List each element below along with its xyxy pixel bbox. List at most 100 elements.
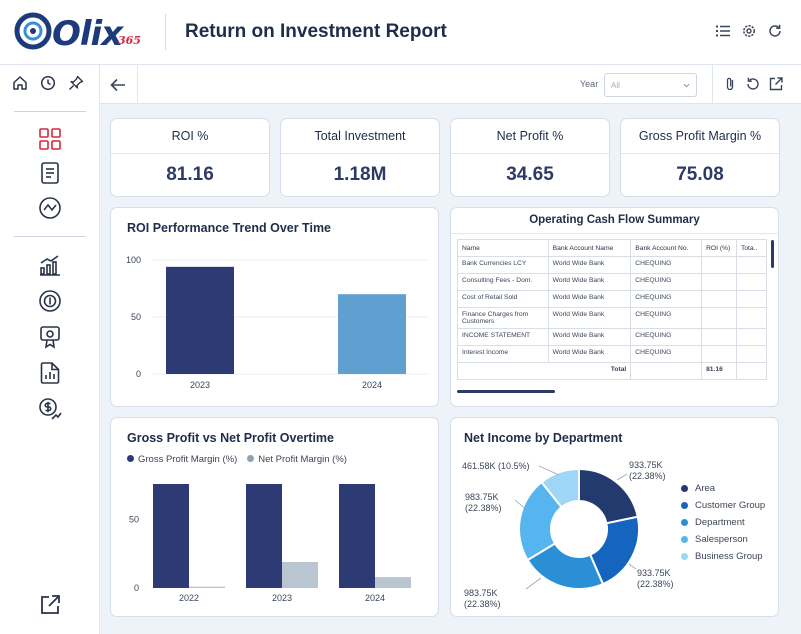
leader-line [616,473,628,481]
legend-label: Gross Profit Margin (%) [138,454,238,465]
table-row[interactable]: Interest Income World Wide Bank CHEQUING [457,345,767,363]
table-cell: Consulting Fees - Dom. [457,273,549,291]
logo: Olix 365 [14,10,144,54]
table-cell [736,256,767,274]
legend-label: Area [695,483,716,494]
chart-legend: Gross Profit Margin (%) Net Profit Margi… [127,454,347,465]
legend-item[interactable]: Department [681,514,765,531]
table-cell [701,290,737,308]
column-header[interactable]: Name [457,239,549,257]
net-profit-bar[interactable] [189,586,225,588]
paperclip-icon[interactable] [722,76,738,92]
legend-item[interactable]: Salesperson [681,531,765,548]
table-row[interactable]: INCOME STATEMENT World Wide Bank CHEQUING [457,328,767,346]
leader-line [538,465,560,476]
dashboard-icon[interactable] [38,127,62,151]
total-roi-value: 81.16 [701,362,737,380]
slice-value-label: 933.75K [637,568,671,578]
toolbar-divider [137,65,138,104]
table-cell: CHEQUING [630,328,703,346]
legend-label: Customer Group [695,500,766,511]
column-header[interactable]: ROI (%) [701,239,737,257]
chart-title: Net Income by Department [464,431,623,445]
toolbar: Year All [100,65,801,104]
reset-icon[interactable] [745,76,761,92]
table-cell [701,328,737,346]
table-row[interactable]: Consulting Fees - Dom. World Wide Bank CHE… [457,273,767,291]
chart-title: ROI Performance Trend Over Time [127,221,332,235]
kpi-card-total-investment: Total Investment 1.18M [280,118,440,197]
gross-profit-bar[interactable] [339,484,375,588]
clock-icon[interactable] [40,75,56,91]
table-row[interactable]: Bank Currencies LCY World Wide Bank CHEQUI… [457,256,767,274]
external-link-icon[interactable] [38,593,62,617]
leader-line [628,563,637,570]
x-tick-label: 2024 [365,593,385,603]
slice-percent-label: (22.38%) [629,471,666,481]
legend-item[interactable]: Net Profit Margin (%) [247,454,347,465]
pin-icon[interactable] [68,75,84,91]
legend-item[interactable]: Customer Group [681,497,765,514]
slice-label: 461.58K (10.5%) [462,461,530,471]
bar[interactable] [166,266,234,374]
gross-vs-net-chart: 50 0 2022 2023 2024 [129,484,411,603]
open-external-icon[interactable] [768,76,784,92]
total-label: Total [456,362,632,380]
legend-label: Net Profit Margin (%) [258,454,347,465]
kpi-value: 34.65 [506,164,554,185]
legend-label: Salesperson [695,534,748,545]
x-tick-label: 2024 [362,380,382,390]
dollar-cycle-icon[interactable] [38,289,62,313]
growth-chart-icon[interactable] [38,253,62,277]
kpi-label: ROI % [111,119,269,154]
app-header: Olix 365 Return on Investment Report [0,0,801,65]
award-certificate-icon[interactable] [38,325,62,349]
column-header[interactable]: Tota.. [736,239,767,257]
refresh-icon[interactable] [767,23,783,39]
gross-profit-bar[interactable] [246,484,282,588]
slice-value-label: 983.75K [465,492,499,502]
home-icon[interactable] [12,75,28,91]
analytics-report-icon[interactable] [38,361,62,385]
leader-line [525,577,542,590]
net-profit-bar[interactable] [282,562,318,588]
year-filter-label: Year [580,79,599,89]
gear-icon[interactable] [741,23,757,39]
table-cell [736,290,767,308]
table-cell [701,345,737,363]
trend-circle-icon[interactable] [38,196,62,220]
list-icon[interactable] [715,23,731,39]
table-title: Operating Cash Flow Summary [529,214,700,226]
table-cell [736,273,767,291]
back-arrow-icon[interactable] [108,75,128,95]
table-row[interactable]: Cost of Retail Sold World Wide Bank CHEQUI… [457,290,767,308]
legend-item[interactable]: Business Group [681,548,765,565]
net-profit-bar[interactable] [375,577,411,588]
y-tick-label: 0 [134,583,139,593]
kpi-label: Gross Profit Margin % [621,119,779,154]
investment-growth-icon[interactable] [38,397,62,421]
horizontal-scrollbar[interactable] [457,390,555,393]
legend-item[interactable]: Gross Profit Margin (%) [127,454,237,465]
sidebar-divider [14,236,86,237]
slice-value-label: 933.75K [629,460,663,470]
report-document-icon[interactable] [38,161,62,185]
x-tick-label: 2022 [179,593,199,603]
gross-profit-bar[interactable] [153,484,189,588]
year-select[interactable]: All [604,73,697,97]
x-tick-label: 2023 [272,593,292,603]
donut-slice[interactable] [540,467,580,509]
column-header[interactable]: Bank Account Name [547,239,632,257]
table-cell: CHEQUING [630,273,703,291]
vertical-scrollbar[interactable] [771,240,774,268]
y-tick-label: 0 [136,369,141,379]
column-header[interactable]: Bank Account No. [630,239,703,257]
table-cell: CHEQUING [630,307,703,329]
legend-item[interactable]: Area [681,480,765,497]
table-cell: World Wide Bank [547,328,632,346]
legend-label: Business Group [695,551,763,562]
kpi-card-net-profit: Net Profit % 34.65 [450,118,610,197]
chart-title: Gross Profit vs Net Profit Overtime [127,431,335,445]
bar[interactable] [338,294,406,374]
table-row[interactable]: Finance Charges from Customers World Wide… [457,307,767,329]
